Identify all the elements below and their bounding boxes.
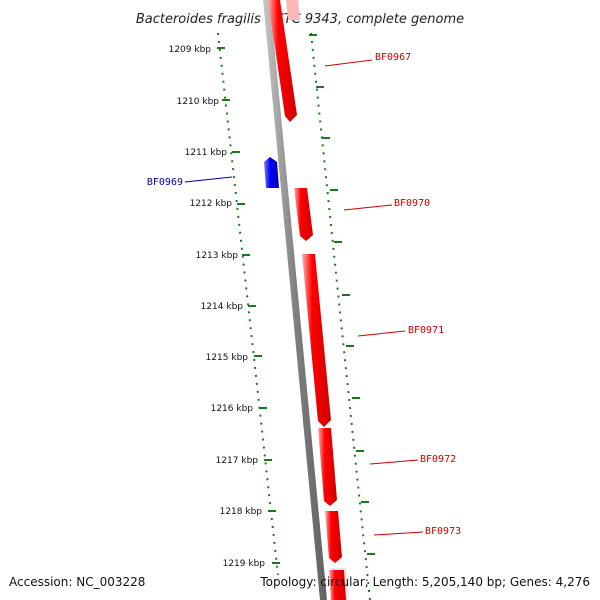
genome-backbone (263, 0, 327, 600)
map-title: Bacteroides fragilis NCTC 9343, complete… (136, 12, 464, 27)
gene-label-bf0970[interactable]: BF0970 (394, 198, 430, 209)
gene-bf0972[interactable] (318, 428, 337, 506)
gene-label-bf0973[interactable]: BF0973 (425, 526, 461, 537)
tick-label-1211: 1211 kbp (185, 148, 228, 158)
gene-label-bf0967[interactable]: BF0967 (375, 52, 411, 63)
tick-marks (217, 34, 375, 564)
gene-next (329, 570, 346, 600)
tick-label-1217: 1217 kbp (216, 456, 259, 466)
tick-labels: 1209 kbp 1210 kbp 1211 kbp 1212 kbp 1213… (169, 45, 266, 569)
gene-bf0969[interactable] (264, 157, 279, 188)
gene-label-bf0969[interactable]: BF0969 (147, 177, 183, 188)
tick-label-1216: 1216 kbp (211, 404, 254, 414)
accession-text: Accession: NC_003228 (9, 575, 145, 589)
tick-label-1219: 1219 kbp (223, 559, 266, 569)
gene-bf0970[interactable] (294, 188, 313, 241)
tick-label-1210: 1210 kbp (177, 97, 220, 107)
tick-label-1214: 1214 kbp (201, 302, 244, 312)
gene-bf0973[interactable] (325, 511, 342, 563)
gene-label-bf0972[interactable]: BF0972 (420, 454, 456, 465)
tick-label-1212: 1212 kbp (190, 199, 233, 209)
tick-label-1209: 1209 kbp (169, 45, 212, 55)
tick-label-1213: 1213 kbp (196, 251, 239, 261)
left-tick-track (217, 32, 279, 576)
gene-bf0967[interactable] (268, 0, 297, 122)
gene-callouts (184, 59, 424, 536)
genome-summary-text: Topology: circular; Length: 5,205,140 bp… (259, 575, 590, 589)
tick-label-1218: 1218 kbp (220, 507, 263, 517)
tick-label-1215: 1215 kbp (206, 353, 249, 363)
gene-label-bf0971[interactable]: BF0971 (408, 325, 444, 336)
gene-bf0967-shadow (286, 0, 300, 20)
gene-bf0971[interactable] (302, 254, 331, 427)
